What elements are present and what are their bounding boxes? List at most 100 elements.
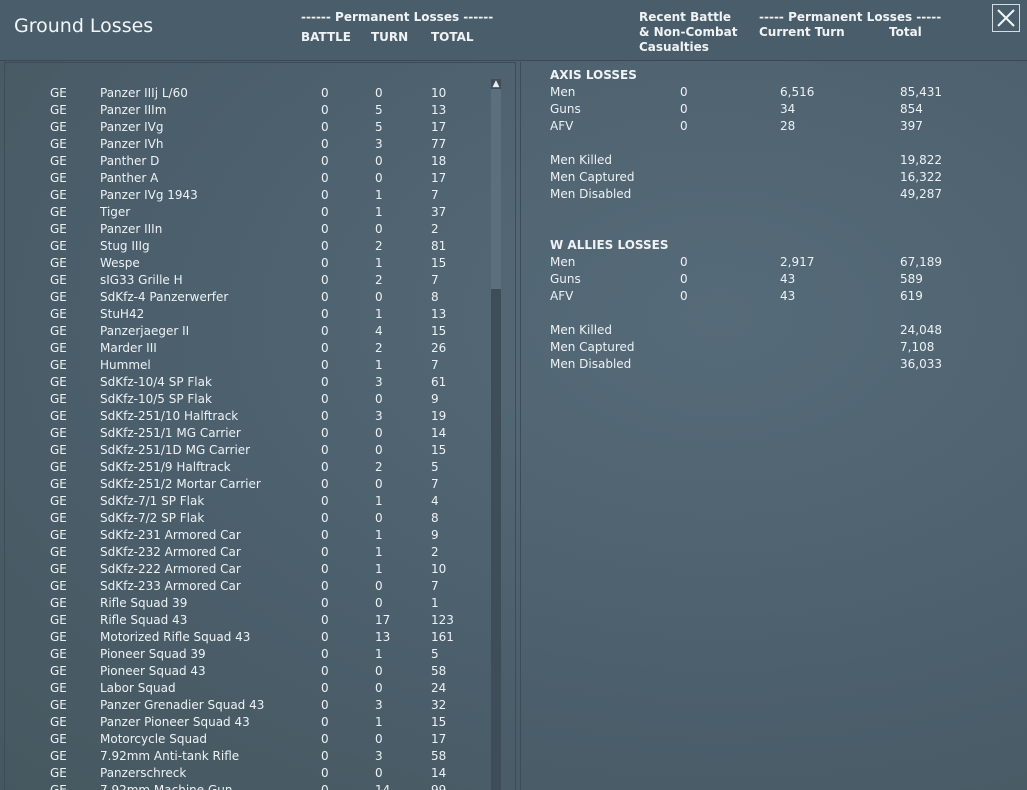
battle-column-header: BATTLE (301, 30, 351, 44)
unit-total-cell: 7 (431, 358, 439, 372)
unit-battle-cell: 0 (321, 647, 329, 661)
table-row[interactable]: GE Motorcycle Squad 0 0 17 (5, 732, 495, 749)
table-row[interactable]: GE SdKfz-233 Armored Car 0 0 7 (5, 579, 495, 596)
recent-battle-header: Recent Battle (639, 10, 732, 24)
table-row[interactable]: GE Panzerschreck 0 0 14 (5, 766, 495, 783)
unit-name-cell: Panzer IIIm (100, 103, 167, 117)
table-row[interactable]: GE SdKfz-7/1 SP Flak 0 1 4 (5, 494, 495, 511)
scroll-up-icon[interactable]: ▲ (492, 79, 500, 89)
unit-total-cell: 7 (431, 273, 439, 287)
table-row[interactable]: GE SdKfz-222 Armored Car 0 1 10 (5, 562, 495, 579)
unit-turn-cell: 1 (375, 256, 383, 270)
axis-detail-total-cell: 19,822 (900, 153, 942, 167)
table-row[interactable]: GE Panzer IIIj L/60 0 0 10 (5, 86, 495, 103)
table-row[interactable]: GE Rifle Squad 43 0 17 123 (5, 613, 495, 630)
table-row[interactable]: GE Panzer IIIm 0 5 13 (5, 103, 495, 120)
allies-detail-label-cell: Men Killed (550, 323, 613, 337)
scroll-thumb[interactable] (491, 89, 501, 289)
unit-nat-cell: GE (50, 494, 67, 508)
table-row[interactable]: GE Panther D 0 0 18 (5, 154, 495, 171)
table-row[interactable]: GE Panzer IIIn 0 0 2 (5, 222, 495, 239)
table-row[interactable]: GE Panzer IVg 0 5 17 (5, 120, 495, 137)
unit-name-cell: Panzerjaeger II (100, 324, 190, 338)
unit-name-cell: Stug IIIg (100, 239, 150, 253)
table-row[interactable]: GE Labor Squad 0 0 24 (5, 681, 495, 698)
unit-turn-cell: 3 (375, 375, 383, 389)
table-row[interactable]: GE Panzer IVg 1943 0 1 7 (5, 188, 495, 205)
table-row[interactable]: GE SdKfz-251/9 Halftrack 0 2 5 (5, 460, 495, 477)
table-row[interactable]: GE Panzer Pioneer Squad 43 0 1 15 (5, 715, 495, 732)
table-row[interactable]: GE SdKfz-251/1D MG Carrier 0 0 15 (5, 443, 495, 460)
unit-turn-cell: 2 (375, 460, 383, 474)
unit-battle-cell: 0 (321, 664, 329, 678)
unit-name-cell: SdKfz-4 Panzerwerfer (100, 290, 229, 304)
table-row[interactable]: GE SdKfz-10/5 SP Flak 0 0 9 (5, 392, 495, 409)
unit-total-cell: 10 (431, 562, 447, 576)
table-row[interactable]: GE Stug IIIg 0 2 81 (5, 239, 495, 256)
permanent-losses-header-right: ----- Permanent Losses ----- (759, 10, 942, 24)
close-button[interactable] (992, 4, 1020, 32)
table-row[interactable]: GE SdKfz-251/10 Halftrack 0 3 19 (5, 409, 495, 426)
unit-total-cell: 18 (431, 154, 447, 168)
table-row[interactable]: GE SdKfz-231 Armored Car 0 1 9 (5, 528, 495, 545)
unit-nat-cell: GE (50, 545, 67, 559)
table-row[interactable]: GE Wespe 0 1 15 (5, 256, 495, 273)
axis-detail-row: Men Captured 16,322 (521, 170, 1011, 187)
table-row[interactable]: GE SdKfz-4 Panzerwerfer 0 0 8 (5, 290, 495, 307)
table-row[interactable]: GE StuH42 0 1 13 (5, 307, 495, 324)
axis-detail-total-cell: 49,287 (900, 187, 942, 201)
unit-name-cell: Labor Squad (100, 681, 176, 695)
unit-battle-cell: 0 (321, 324, 329, 338)
axis-recent-cell: 0 (680, 119, 688, 133)
scrollbar[interactable]: ▲ (491, 79, 501, 790)
table-row[interactable]: GE sIG33 Grille H 0 2 7 (5, 273, 495, 290)
table-row[interactable]: GE Pioneer Squad 43 0 0 58 (5, 664, 495, 681)
unit-turn-cell: 3 (375, 409, 383, 423)
table-row[interactable]: GE Motorized Rifle Squad 43 0 13 161 (5, 630, 495, 647)
unit-total-cell: 32 (431, 698, 447, 712)
unit-turn-cell: 0 (375, 171, 383, 185)
table-row[interactable]: GE SdKfz-251/2 Mortar Carrier 0 0 7 (5, 477, 495, 494)
table-row[interactable]: GE Rifle Squad 39 0 0 1 (5, 596, 495, 613)
table-row[interactable]: GE Panzerjaeger II 0 4 15 (5, 324, 495, 341)
unit-name-cell: Panzer IVg 1943 (100, 188, 198, 202)
table-row[interactable]: GE Tiger 0 1 37 (5, 205, 495, 222)
unit-battle-cell: 0 (321, 715, 329, 729)
axis-loss-row: Guns 0 34 854 (521, 102, 1011, 119)
unit-battle-cell: 0 (321, 256, 329, 270)
table-row[interactable]: GE 7.92mm Machine Gun 0 14 99 (5, 783, 495, 790)
table-row[interactable]: GE SdKfz-10/4 SP Flak 0 3 61 (5, 375, 495, 392)
unit-name-cell: Hummel (100, 358, 151, 372)
unit-name-cell: Wespe (100, 256, 140, 270)
axis-detail-row: Men Killed 19,822 (521, 153, 1011, 170)
unit-total-cell: 8 (431, 290, 439, 304)
unit-total-cell: 5 (431, 647, 439, 661)
axis-detail-total-cell: 16,322 (900, 170, 942, 184)
allies-losses-title: W ALLIES LOSSES (550, 238, 669, 252)
unit-battle-cell: 0 (321, 783, 329, 790)
table-row[interactable]: GE Panzer IVh 0 3 77 (5, 137, 495, 154)
table-row[interactable]: GE SdKfz-232 Armored Car 0 1 2 (5, 545, 495, 562)
table-row[interactable]: GE Panther A 0 0 17 (5, 171, 495, 188)
unit-turn-cell: 0 (375, 732, 383, 746)
unit-total-cell: 19 (431, 409, 447, 423)
table-row[interactable]: GE SdKfz-7/2 SP Flak 0 0 8 (5, 511, 495, 528)
table-row[interactable]: GE Pioneer Squad 39 0 1 5 (5, 647, 495, 664)
table-row[interactable]: GE Marder III 0 2 26 (5, 341, 495, 358)
unit-losses-list[interactable]: GE Panzer IIIj L/60 0 0 10 GE Panzer IIIm 0 5 13 G… (4, 62, 516, 790)
unit-turn-cell: 0 (375, 681, 383, 695)
unit-battle-cell: 0 (321, 528, 329, 542)
unit-name-cell: SdKfz-222 Armored Car (100, 562, 241, 576)
table-row[interactable]: GE Panzer Grenadier Squad 43 0 3 32 (5, 698, 495, 715)
table-row[interactable]: GE SdKfz-251/1 MG Carrier 0 0 14 (5, 426, 495, 443)
unit-nat-cell: GE (50, 120, 67, 134)
unit-total-cell: 24 (431, 681, 447, 695)
unit-nat-cell: GE (50, 307, 67, 321)
unit-turn-cell: 2 (375, 273, 383, 287)
unit-total-cell: 17 (431, 120, 447, 134)
unit-turn-cell: 0 (375, 290, 383, 304)
table-row[interactable]: GE 7.92mm Anti-tank Rifle 0 3 58 (5, 749, 495, 766)
table-row[interactable]: GE Hummel 0 1 7 (5, 358, 495, 375)
unit-total-cell: 58 (431, 749, 447, 763)
unit-battle-cell: 0 (321, 392, 329, 406)
